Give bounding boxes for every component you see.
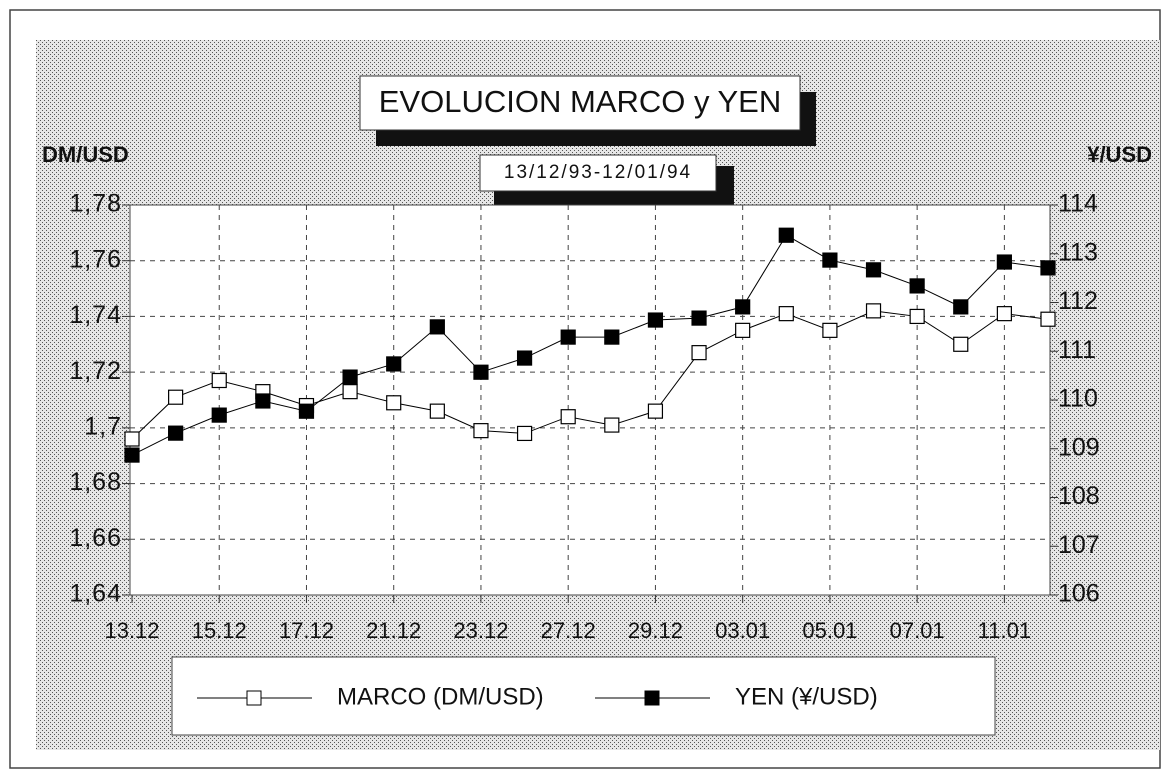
marker <box>386 395 402 411</box>
marker <box>865 262 882 278</box>
legend-marker <box>644 690 660 706</box>
legend-marker <box>246 690 262 706</box>
y-tick-label: 1,78 <box>69 190 122 218</box>
series-line <box>131 310 1049 440</box>
y-tick-label: 1,7 <box>84 412 122 440</box>
marker <box>778 227 794 243</box>
y-tick-label: 1,64 <box>69 580 122 608</box>
marker <box>909 278 925 294</box>
marker <box>429 403 445 419</box>
y2-tick-label: 113 <box>1058 238 1098 266</box>
y2-tick-label: 109 <box>1058 433 1100 461</box>
x-tick-label: 17.12 <box>279 618 334 643</box>
y2-tick-label: 106 <box>1058 580 1100 608</box>
marker <box>822 322 838 338</box>
marker <box>1040 260 1056 276</box>
marker <box>691 310 707 326</box>
y2-tick-label: 107 <box>1058 531 1100 559</box>
y2-tick-label: 110 <box>1058 385 1098 413</box>
marker <box>429 319 445 335</box>
x-tick-label: 15.12 <box>192 618 247 643</box>
marker <box>560 409 576 425</box>
marker <box>124 431 140 447</box>
series-line <box>131 234 1049 456</box>
x-tick-label: 27.12 <box>541 618 596 643</box>
chart-title: EVOLUCION MARCO y YEN <box>379 84 782 119</box>
marker <box>473 423 489 439</box>
y-tick-label: 1,72 <box>69 357 122 385</box>
marker <box>211 407 227 423</box>
x-tick-label: 23.12 <box>453 618 508 643</box>
marker <box>604 329 620 345</box>
marker <box>604 417 620 433</box>
legend-label: YEN (¥/USD) <box>735 683 878 710</box>
y-tick-label: 1,66 <box>69 524 122 552</box>
marker <box>1040 311 1056 327</box>
y-tick-label: 1,68 <box>69 468 122 496</box>
y-tick-label: 1,76 <box>69 245 122 273</box>
marker <box>298 403 315 419</box>
y-tick-label: 1,74 <box>69 301 122 329</box>
x-tick-label: 11.01 <box>978 618 1031 643</box>
marker <box>386 356 402 372</box>
y2-tick-label: 112 <box>1058 287 1098 315</box>
marker <box>168 425 184 441</box>
marker <box>996 254 1012 270</box>
marker <box>168 389 184 405</box>
marker <box>735 322 751 338</box>
marker <box>953 336 969 352</box>
marker <box>516 350 533 366</box>
marker <box>953 299 969 315</box>
x-tick-label: 13.12 <box>104 618 159 643</box>
x-tick-label: 21.12 <box>366 618 421 643</box>
title-box <box>359 75 801 131</box>
y2-tick-label: 108 <box>1058 482 1100 510</box>
marker <box>778 306 794 322</box>
marker <box>342 384 358 400</box>
legend-label: MARCO (DM/USD) <box>337 683 544 710</box>
marker <box>647 312 664 328</box>
marker <box>560 329 576 345</box>
x-tick-label: 07.01 <box>890 618 945 643</box>
plot-area <box>129 204 1051 596</box>
subtitle-box <box>479 154 717 192</box>
marker <box>211 372 227 389</box>
y-axis-label: DM/USD <box>42 142 129 167</box>
x-tick-label: 05.01 <box>802 618 857 643</box>
marker <box>735 299 751 315</box>
marker <box>516 425 533 442</box>
marker <box>996 306 1012 322</box>
chart-subtitle: 13/12/93-12/01/94 <box>504 162 692 183</box>
marker <box>124 447 140 463</box>
legend-box <box>171 656 996 736</box>
marker <box>473 364 489 380</box>
x-tick-label: 03.01 <box>715 618 770 643</box>
marker <box>342 369 358 385</box>
marker <box>822 252 838 268</box>
marker <box>691 345 707 361</box>
marker <box>865 303 882 319</box>
y2-tick-label: 111 <box>1058 336 1096 364</box>
marker <box>647 403 664 419</box>
marker <box>909 308 925 325</box>
y2-tick-label: 114 <box>1058 190 1098 218</box>
marker <box>255 393 271 409</box>
x-tick-label: 29.12 <box>628 618 683 643</box>
y2-axis-label: ¥/USD <box>1087 142 1152 167</box>
